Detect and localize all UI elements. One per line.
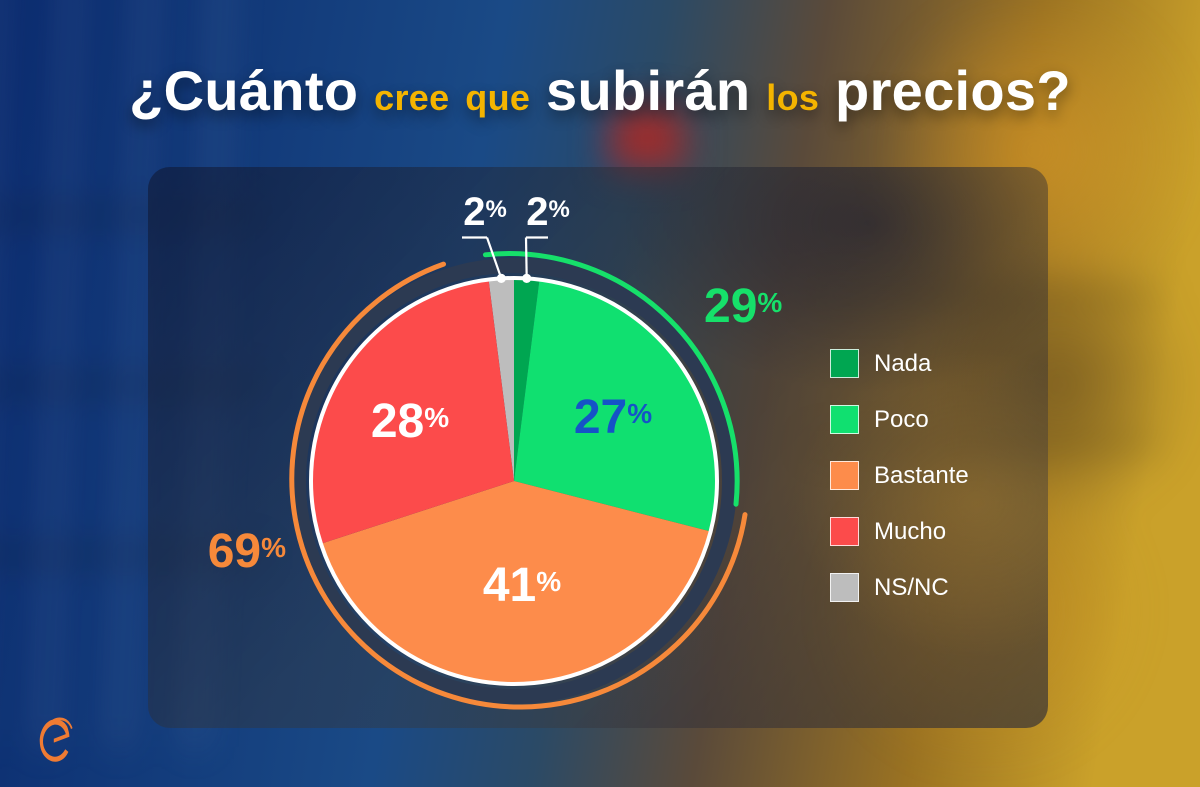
svg-text:69%: 69% — [208, 525, 286, 578]
svg-text:2%: 2% — [463, 190, 507, 234]
svg-text:2%: 2% — [526, 190, 570, 234]
svg-text:29%: 29% — [704, 280, 782, 333]
